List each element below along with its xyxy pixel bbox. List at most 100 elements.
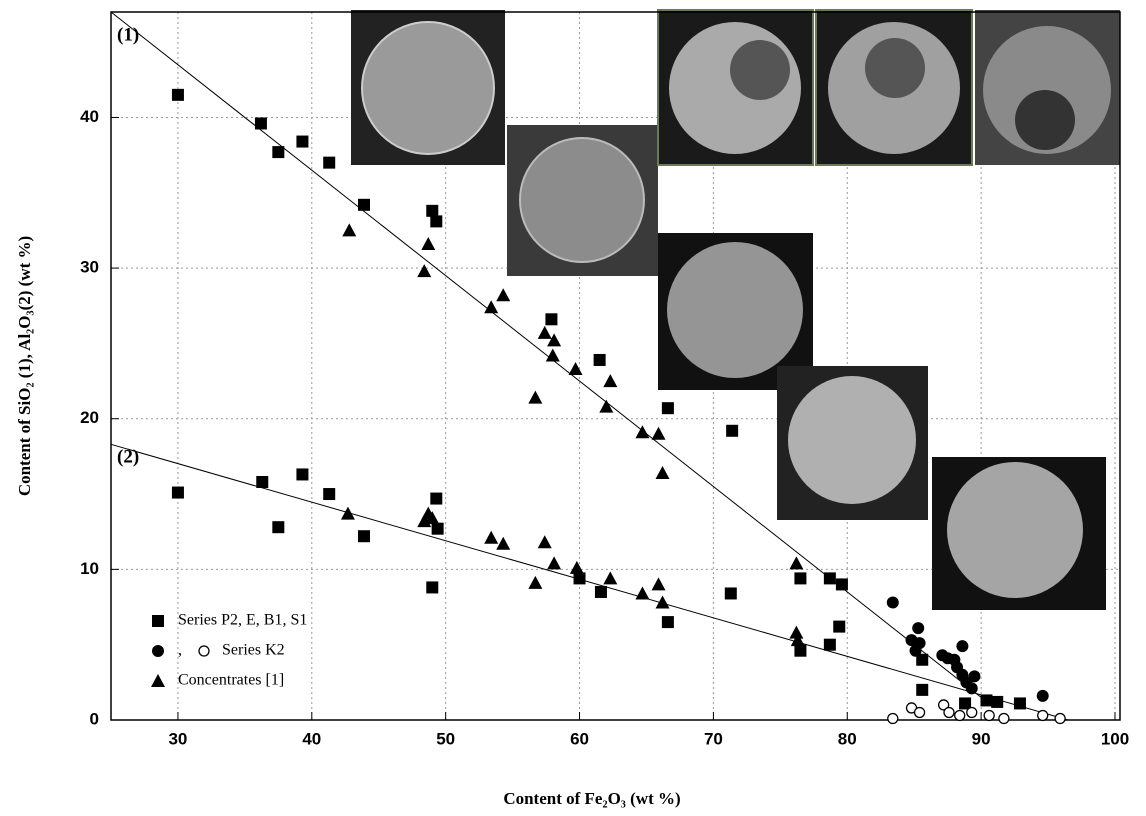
legend-separator: , [178, 642, 182, 659]
triangle-marker [484, 300, 498, 313]
x-tick-label: 90 [972, 729, 991, 748]
square-marker [1014, 697, 1026, 709]
triangle-marker [341, 507, 355, 520]
triangle-marker [546, 348, 560, 361]
x-tick-label: 60 [570, 729, 589, 748]
triangle-marker [538, 326, 552, 339]
square-marker [272, 146, 284, 158]
photo-sphere [667, 242, 803, 378]
open-circle-marker [915, 707, 925, 717]
triangle-marker [635, 586, 649, 599]
y-axis-label: Content of SiO₂ (1), Al₂O₃(2) (wt %) [15, 236, 34, 496]
circle-marker [912, 622, 924, 634]
triangle-marker [656, 466, 670, 479]
triangle-marker [570, 561, 584, 574]
triangle-marker [496, 288, 510, 301]
triangle-marker [421, 237, 435, 250]
square-marker [833, 621, 845, 633]
photo-sphere [865, 38, 925, 98]
circle-marker [966, 682, 978, 694]
square-marker [296, 468, 308, 480]
square-marker [172, 89, 184, 101]
open-circle-marker [1055, 713, 1065, 723]
square-marker [323, 488, 335, 500]
x-tick-label: 50 [436, 729, 455, 748]
legend-marker [151, 674, 165, 687]
circle-marker [910, 645, 922, 657]
square-marker [662, 402, 674, 414]
photo-sphere [520, 138, 644, 262]
x-axis-label: Content of Fe₂O₃ (wt %) [503, 789, 680, 808]
triangle-marker [538, 535, 552, 548]
circle-marker [968, 670, 980, 682]
photo-sphere [947, 462, 1083, 598]
open-circle-marker [1038, 710, 1048, 720]
square-marker [256, 476, 268, 488]
photo-sphere [788, 376, 916, 504]
open-circle-marker [955, 710, 965, 720]
square-marker [836, 578, 848, 590]
open-circle-marker [984, 710, 994, 720]
triangle-marker [528, 391, 542, 404]
square-marker [794, 645, 806, 657]
circle-marker [956, 640, 968, 652]
square-marker [430, 493, 442, 505]
square-marker [545, 313, 557, 325]
triangle-marker [547, 556, 561, 569]
photo-sphere [1015, 90, 1075, 150]
legend-marker [199, 646, 209, 656]
square-marker [594, 354, 606, 366]
square-marker [824, 639, 836, 651]
legend-label: Series P2, E, B1, S1 [178, 612, 307, 629]
photo-sphere [730, 40, 790, 100]
x-tick-label: 30 [168, 729, 187, 748]
triangle-marker [342, 223, 356, 236]
square-marker [172, 487, 184, 499]
y-tick-label: 0 [90, 709, 99, 728]
fit-line-label: (2) [117, 447, 139, 468]
triangle-marker [528, 576, 542, 589]
square-marker [358, 199, 370, 211]
triangle-marker [417, 264, 431, 277]
square-marker [991, 696, 1003, 708]
open-circle-marker [999, 713, 1009, 723]
fit-line-label: (1) [117, 24, 139, 45]
square-marker [726, 425, 738, 437]
legend-label: Concentrates [1] [178, 672, 284, 689]
x-tick-label: 70 [704, 729, 723, 748]
triangle-marker [603, 374, 617, 387]
square-marker [426, 581, 438, 593]
square-marker [432, 523, 444, 535]
sem-photos [351, 10, 1120, 610]
legend-marker [152, 615, 164, 627]
square-marker [916, 684, 928, 696]
open-circle-marker [888, 713, 898, 723]
photo-sphere [362, 22, 494, 154]
x-tick-label: 80 [838, 729, 857, 748]
square-marker [323, 157, 335, 169]
triangle-marker [484, 531, 498, 544]
square-marker [272, 521, 284, 533]
y-tick-label: 30 [80, 258, 99, 277]
square-marker [296, 136, 308, 148]
circle-marker [1037, 690, 1049, 702]
triangle-marker [569, 362, 583, 375]
triangle-marker [652, 577, 666, 590]
chart: Content of Fe₂O₃ (wt %) Content of SiO₂ … [0, 0, 1146, 816]
triangle-marker [603, 571, 617, 584]
x-tick-label: 100 [1101, 729, 1129, 748]
open-circle-marker [967, 707, 977, 717]
triangle-marker [789, 556, 803, 569]
square-marker [358, 530, 370, 542]
y-tick-label: 20 [80, 408, 99, 427]
square-marker [980, 694, 992, 706]
square-marker [430, 215, 442, 227]
legend-marker [152, 645, 164, 657]
circle-marker [887, 597, 899, 609]
square-marker [255, 117, 267, 129]
triangle-marker [652, 427, 666, 440]
square-marker [725, 587, 737, 599]
y-tick-label: 10 [80, 559, 99, 578]
square-marker [426, 205, 438, 217]
square-marker [824, 572, 836, 584]
